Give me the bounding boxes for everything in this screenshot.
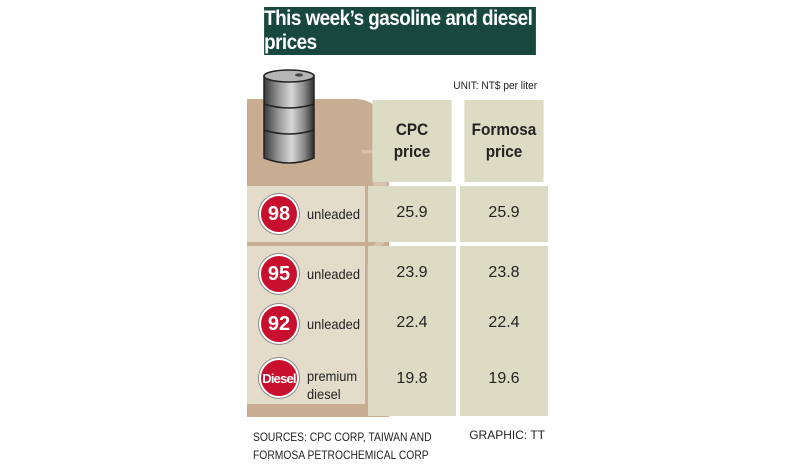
cpc-price-value: 22.4 bbox=[396, 314, 428, 331]
fuel-type-label: unleaded bbox=[307, 266, 361, 282]
graphic-credit: GRAPHIC: TT bbox=[469, 428, 545, 442]
column-header-formosa: Formosa price bbox=[464, 100, 544, 182]
cpc-price-value: 23.9 bbox=[396, 264, 428, 281]
fuel-grade-badge: 98 bbox=[259, 194, 299, 234]
sources-line: SOURCES: CPC CORP, TAIWAN AND bbox=[253, 430, 432, 444]
price-cell bbox=[368, 296, 456, 352]
fuel-type-line: diesel bbox=[307, 386, 341, 402]
unit-label: UNIT: NT$ per liter bbox=[453, 80, 537, 92]
column-header-line: CPC bbox=[395, 120, 429, 139]
column-header-line: price bbox=[485, 142, 523, 161]
infographic-card: This week’s gasoline and diesel prices U… bbox=[241, 0, 559, 468]
column-header-row: CPC price Formosa price bbox=[368, 100, 548, 182]
sources-line: FORMOSA PETROCHEMICAL CORP bbox=[253, 448, 429, 462]
fuel-grade-badge: 92 bbox=[259, 304, 299, 344]
chart-title: This week’s gasoline and diesel prices bbox=[264, 7, 536, 55]
fuel-type-line: premium bbox=[307, 368, 358, 384]
column-header-cpc: CPC price bbox=[372, 100, 452, 182]
fuel-grade-badge: 95 bbox=[259, 254, 299, 294]
price-cell bbox=[460, 186, 548, 242]
price-cell bbox=[460, 246, 548, 302]
price-cell bbox=[368, 246, 456, 302]
price-cell bbox=[460, 348, 548, 416]
price-cell bbox=[460, 296, 548, 352]
fuel-type-label: unleaded bbox=[307, 316, 361, 332]
formosa-price-value: 23.8 bbox=[488, 264, 520, 281]
price-cell bbox=[368, 186, 456, 242]
formosa-price-value: 22.4 bbox=[488, 314, 520, 331]
column-header-line: Formosa bbox=[471, 120, 537, 139]
cpc-price-value: 19.8 bbox=[396, 370, 428, 387]
formosa-price-value: 25.9 bbox=[488, 204, 520, 221]
sources-note: SOURCES: CPC CORP, TAIWAN AND FORMOSA PE… bbox=[253, 428, 432, 464]
fuel-type-label: premium diesel bbox=[307, 367, 357, 403]
fuel-type-label: unleaded bbox=[307, 206, 361, 222]
formosa-price-value: 19.6 bbox=[488, 370, 520, 387]
cpc-price-value: 25.9 bbox=[396, 204, 428, 221]
price-cell bbox=[368, 348, 456, 416]
fuel-grade-badge: Diesel bbox=[259, 358, 299, 398]
column-header-line: price bbox=[393, 142, 431, 161]
oil-barrel-icon bbox=[263, 69, 315, 164]
